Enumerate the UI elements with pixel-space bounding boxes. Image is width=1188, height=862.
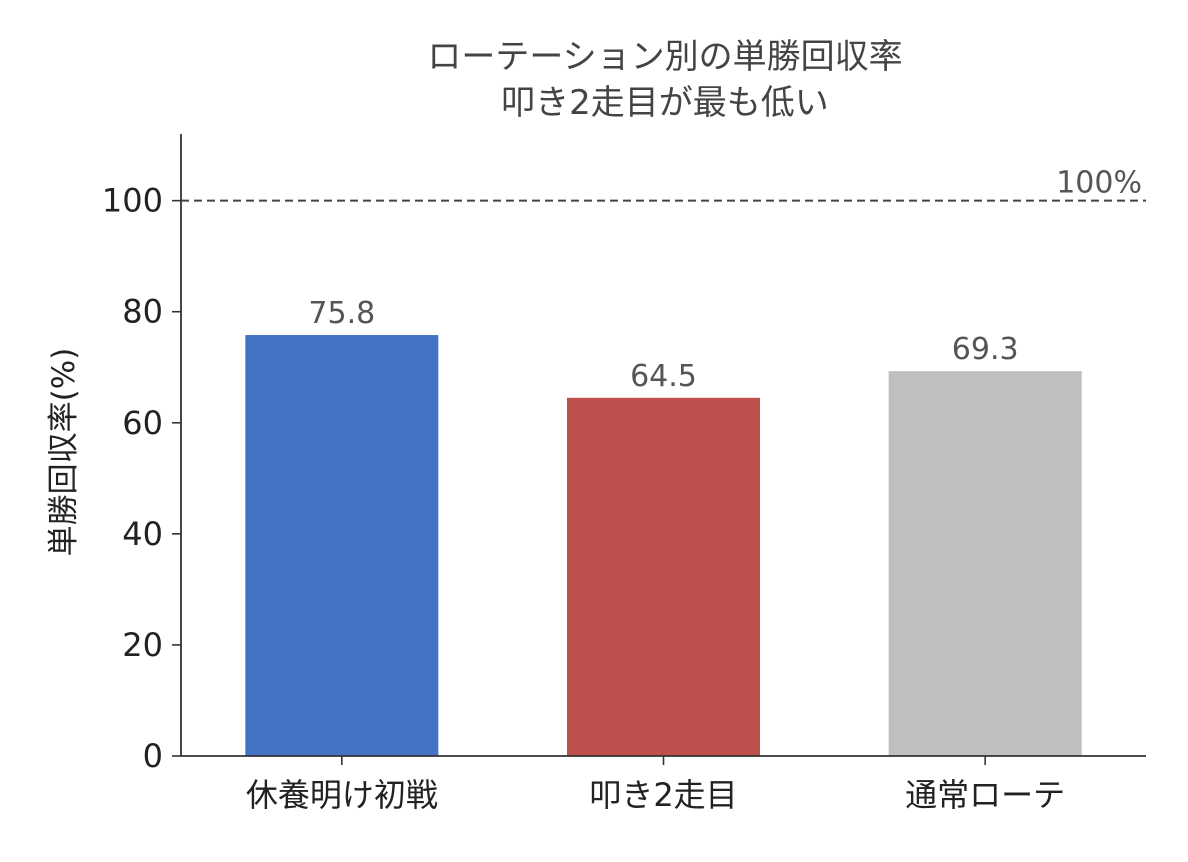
bar-value-label: 64.5 [630,359,697,394]
x-tick-label: 休養明け初戦 [246,776,438,814]
x-tick-label: 通常ローテ [905,776,1065,814]
y-tick-label: 40 [122,515,163,553]
y-tick-label: 100 [102,182,163,220]
chart-title-line-2: 叩き2走目が最も低い [501,83,829,123]
y-tick-label: 80 [122,293,163,331]
reference-line-label: 100% [1056,166,1142,201]
bar [567,397,760,756]
chart-title: ローテーション別の単勝回収率 叩き2走目が最も低い [427,37,902,123]
chart-title-line-1: ローテーション別の単勝回収率 [427,37,902,77]
plot-area: 100% 75.8 休養明け初戦 64.5 叩き2走目 69.3 通常ローテ 0 20 40 60 8… [102,134,1146,814]
y-axis-title: 単勝回収率(%) [46,348,82,557]
y-tick-label: 60 [122,404,163,442]
y-tick-label: 20 [122,626,163,664]
y-tick-label: 0 [143,737,163,775]
bar-value-label: 69.3 [952,332,1019,367]
bar [245,335,439,756]
x-tick-label: 叩き2走目 [589,776,737,814]
bar [888,371,1082,756]
bar-value-label: 75.8 [308,296,375,331]
